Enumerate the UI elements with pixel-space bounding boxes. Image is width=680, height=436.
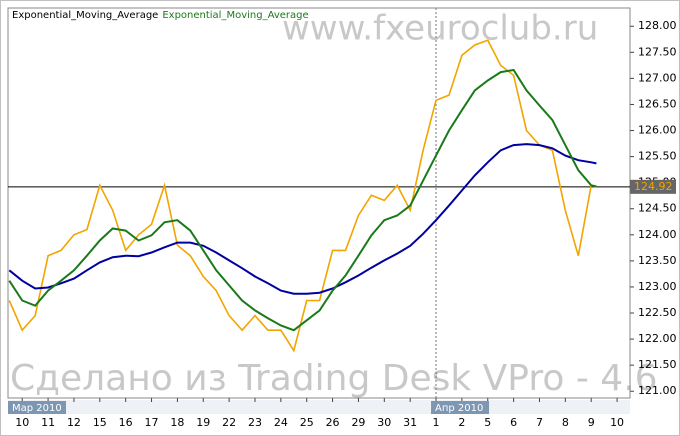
legend: Exponential_Moving_Average Exponential_Mo… [12, 10, 309, 21]
x-tick-label: 19 [196, 416, 210, 429]
period-strip [8, 400, 630, 414]
x-tick-label: 18 [170, 416, 184, 429]
x-tick-label: 30 [377, 416, 391, 429]
y-tick-label: 123.00 [638, 280, 677, 293]
y-tick-label: 121.50 [638, 358, 677, 371]
series-line [8, 39, 597, 353]
y-tick-label: 121.00 [638, 384, 677, 397]
x-tick-label: 7 [536, 416, 543, 429]
x-tick-label: 16 [119, 416, 133, 429]
watermark: www.fxeuroclub.ru [282, 9, 598, 49]
x-tick-label: 6 [510, 416, 517, 429]
series-line [8, 68, 597, 332]
y-tick-label: 125.50 [638, 150, 677, 163]
y-tick-label: 123.50 [638, 254, 677, 267]
x-tick-label: 5 [484, 416, 491, 429]
legend-entry: Exponential_Moving_Average [12, 10, 158, 21]
x-tick-label: 17 [145, 416, 159, 429]
y-tick-label: 122.50 [638, 306, 677, 319]
x-tick-label: 25 [300, 416, 314, 429]
y-tick-label: 126.00 [638, 124, 677, 137]
x-tick-label: 22 [222, 416, 236, 429]
period-label: Мар 2010 [12, 403, 62, 414]
x-tick-label: 2 [458, 416, 465, 429]
plot-area [7, 7, 631, 399]
x-tick-label: 31 [403, 416, 417, 429]
current-price-box [630, 179, 676, 194]
y-tick-label: 124.50 [638, 202, 677, 215]
x-tick-label: 10 [610, 416, 624, 429]
y-tick-label: 127.50 [638, 45, 677, 58]
x-tick-label: 1 [433, 416, 440, 429]
x-tick-label: 9 [588, 416, 595, 429]
y-tick-label: 124.00 [638, 228, 677, 241]
current-price-label: 124.92 [634, 180, 673, 193]
y-tick-label: 126.50 [638, 97, 677, 110]
x-tick-label: 8 [562, 416, 569, 429]
x-tick-label: 23 [248, 416, 262, 429]
x-tick-label: 15 [93, 416, 107, 429]
y-tick-label: 122.00 [638, 332, 677, 345]
period-box [8, 401, 66, 414]
x-tick-label: 12 [67, 416, 81, 429]
x-tick-label: 11 [41, 416, 55, 429]
y-tick-label: 127.00 [638, 71, 677, 84]
period-label: Апр 2010 [435, 403, 483, 414]
x-tick-label: 10 [15, 416, 29, 429]
period-box [431, 401, 490, 414]
legend-entry: Exponential_Moving_Average [162, 10, 308, 21]
y-tick-label: 128.00 [638, 19, 677, 32]
footer-watermark: Сделано из Trading Desk VPro - 4.6 [10, 358, 658, 399]
x-tick-label: 26 [326, 416, 340, 429]
x-tick-label: 29 [351, 416, 365, 429]
x-tick-label: 24 [274, 416, 288, 429]
series-line [8, 143, 597, 295]
